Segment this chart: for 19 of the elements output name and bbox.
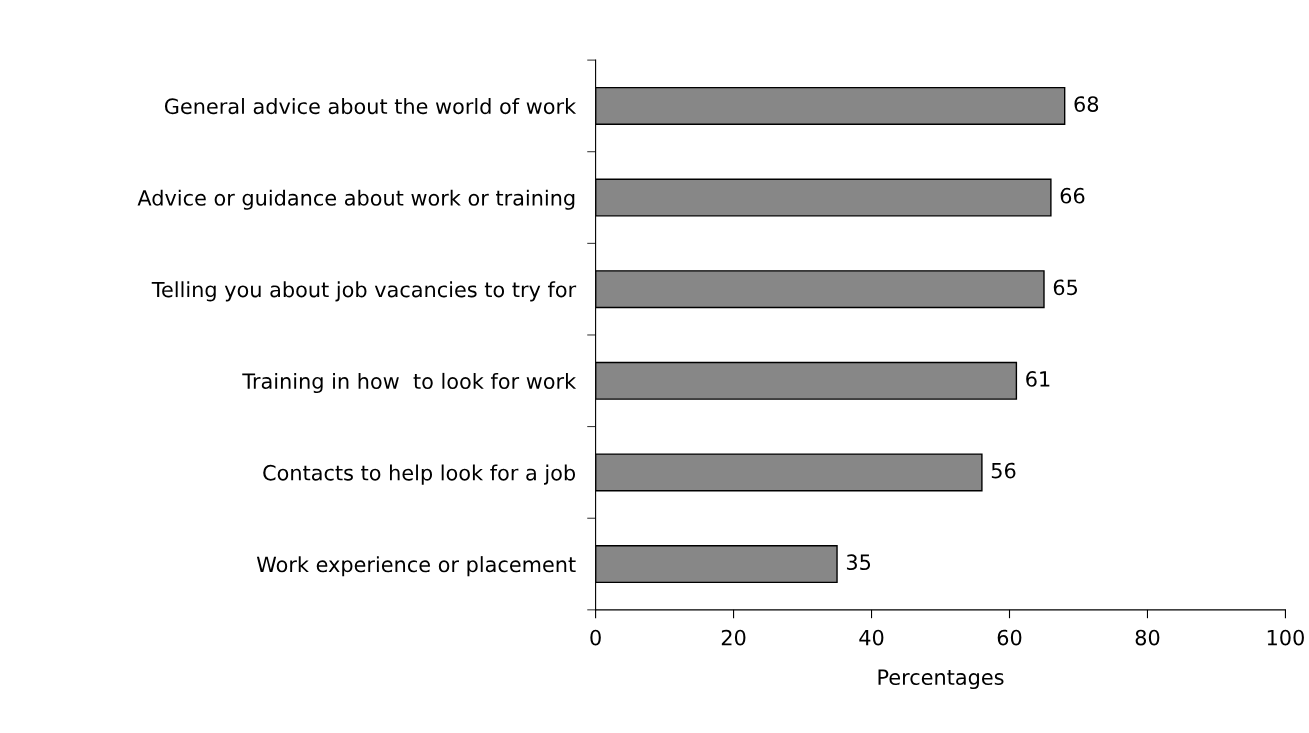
x-tick-label: 60 xyxy=(997,629,1022,646)
data-label: 61 xyxy=(1026,371,1050,387)
x-tick-label: 100 xyxy=(1267,629,1304,646)
x-tick-label: 20 xyxy=(721,629,746,646)
y-tick-label: Work experience or placement xyxy=(256,556,576,577)
x-axis-title: Percentages xyxy=(878,669,1004,690)
data-label: 68 xyxy=(1074,96,1099,112)
data-label: 56 xyxy=(991,462,1016,479)
data-label: 65 xyxy=(1053,279,1078,296)
x-tick-label: 0 xyxy=(590,629,601,646)
data-label: 35 xyxy=(846,554,871,571)
x-tick-label: 40 xyxy=(859,629,884,646)
data-label: 66 xyxy=(1060,187,1085,204)
y-tick-label: Contacts to help look for a job xyxy=(263,464,576,485)
y-tick-label: Telling you about job vacancies to try for xyxy=(151,281,577,302)
y-tick-label: Training in how to look for work xyxy=(242,372,577,394)
x-tick-label: 80 xyxy=(1135,629,1160,646)
y-tick-label: Advice or guidance about work or training xyxy=(137,189,575,210)
y-tick-label: General advice about the world of work xyxy=(164,98,577,115)
